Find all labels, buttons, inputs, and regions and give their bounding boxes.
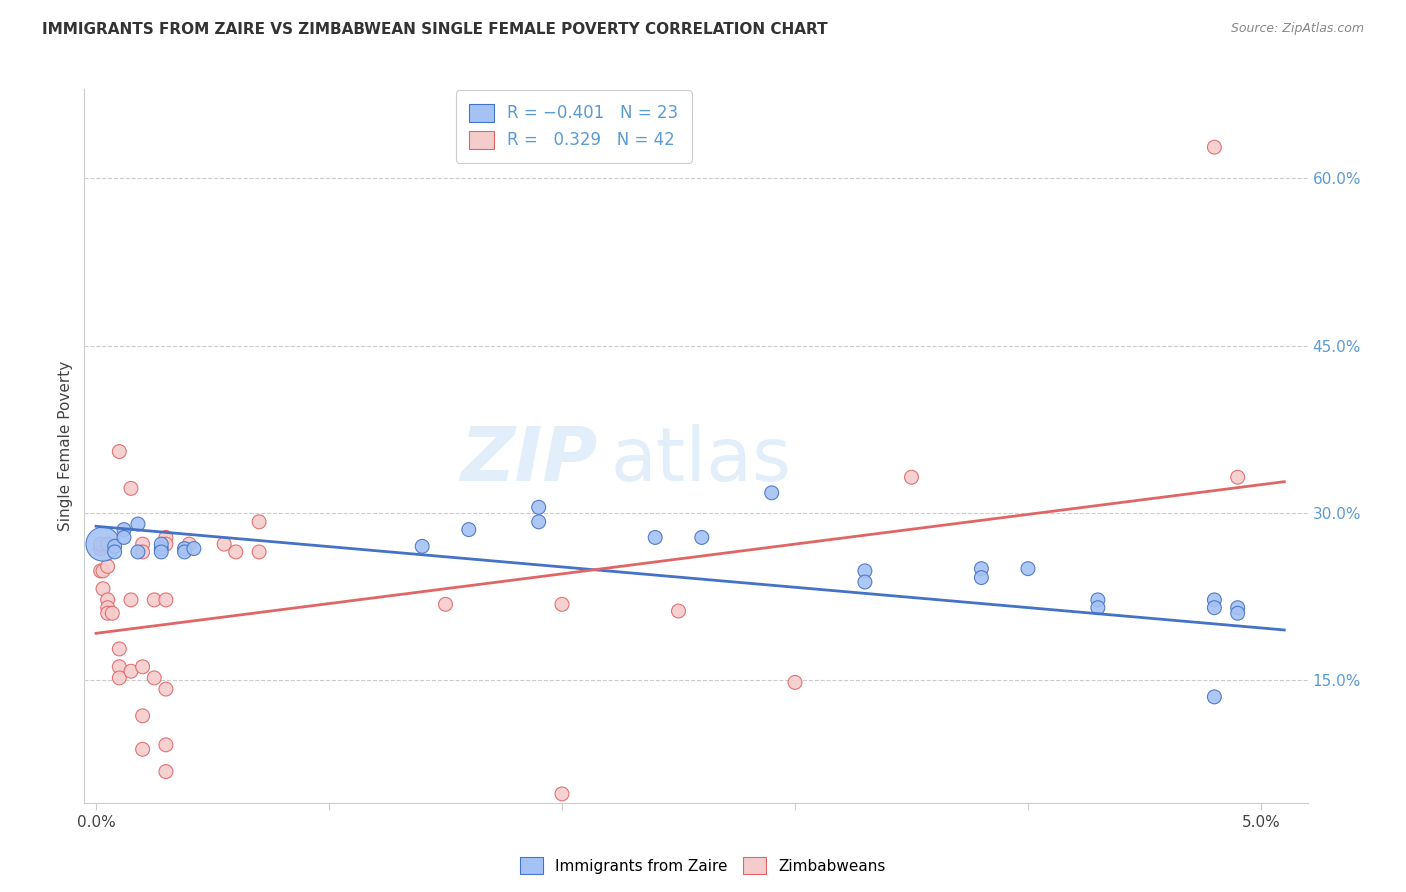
- Text: IMMIGRANTS FROM ZAIRE VS ZIMBABWEAN SINGLE FEMALE POVERTY CORRELATION CHART: IMMIGRANTS FROM ZAIRE VS ZIMBABWEAN SING…: [42, 22, 828, 37]
- Point: [97, 537, 120, 551]
- Point: [150, 545, 173, 559]
- Point: [247, 515, 270, 529]
- Point: [1226, 470, 1249, 484]
- Point: [150, 537, 173, 551]
- Point: [108, 642, 131, 657]
- Point: [120, 481, 142, 495]
- Point: [761, 485, 783, 500]
- Point: [1204, 592, 1226, 607]
- Point: [104, 545, 127, 559]
- Point: [120, 664, 142, 678]
- Point: [900, 470, 922, 484]
- Point: [690, 530, 713, 544]
- Point: [112, 523, 135, 537]
- Point: [551, 598, 574, 612]
- Point: [120, 592, 142, 607]
- Point: [1017, 562, 1039, 576]
- Point: [131, 742, 153, 756]
- Point: [155, 764, 177, 779]
- Point: [173, 545, 195, 559]
- Point: [1204, 600, 1226, 615]
- Point: [551, 787, 574, 801]
- Point: [411, 539, 433, 553]
- Point: [1204, 690, 1226, 704]
- Point: [127, 517, 149, 532]
- Point: [90, 541, 112, 556]
- Point: [108, 660, 131, 674]
- Point: [108, 671, 131, 685]
- Point: [668, 604, 690, 618]
- Point: [1087, 600, 1109, 615]
- Point: [131, 545, 153, 559]
- Point: [853, 564, 876, 578]
- Point: [970, 571, 993, 585]
- Point: [225, 545, 247, 559]
- Point: [108, 444, 131, 458]
- Legend: R = −0.401   N = 23, R =   0.329   N = 42: R = −0.401 N = 23, R = 0.329 N = 42: [456, 90, 692, 162]
- Point: [143, 671, 166, 685]
- Legend: Immigrants from Zaire, Zimbabweans: Immigrants from Zaire, Zimbabweans: [515, 851, 891, 880]
- Point: [212, 537, 235, 551]
- Point: [155, 738, 177, 752]
- Point: [97, 559, 120, 574]
- Point: [143, 592, 166, 607]
- Text: Source: ZipAtlas.com: Source: ZipAtlas.com: [1230, 22, 1364, 36]
- Point: [1226, 607, 1249, 621]
- Text: ZIP: ZIP: [461, 424, 598, 497]
- Point: [457, 523, 479, 537]
- Point: [783, 675, 806, 690]
- Point: [131, 708, 153, 723]
- Point: [97, 592, 120, 607]
- Point: [131, 660, 153, 674]
- Point: [183, 541, 205, 556]
- Point: [173, 541, 195, 556]
- Point: [179, 537, 201, 551]
- Point: [91, 537, 114, 551]
- Point: [112, 530, 135, 544]
- Point: [434, 598, 457, 612]
- Point: [527, 515, 550, 529]
- Y-axis label: Single Female Poverty: Single Female Poverty: [58, 361, 73, 531]
- Point: [247, 545, 270, 559]
- Point: [155, 681, 177, 696]
- Point: [97, 600, 120, 615]
- Point: [155, 530, 177, 544]
- Point: [644, 530, 666, 544]
- Point: [1226, 600, 1249, 615]
- Point: [90, 564, 112, 578]
- Point: [131, 537, 153, 551]
- Point: [150, 541, 173, 556]
- Point: [127, 545, 149, 559]
- Point: [970, 562, 993, 576]
- Text: atlas: atlas: [610, 424, 792, 497]
- Point: [90, 537, 112, 551]
- Point: [91, 564, 114, 578]
- Point: [91, 582, 114, 596]
- Point: [527, 500, 550, 515]
- Point: [1087, 592, 1109, 607]
- Point: [853, 574, 876, 589]
- Point: [101, 607, 124, 621]
- Point: [155, 537, 177, 551]
- Point: [1204, 140, 1226, 154]
- Point: [104, 539, 127, 553]
- Point: [155, 592, 177, 607]
- Point: [97, 607, 120, 621]
